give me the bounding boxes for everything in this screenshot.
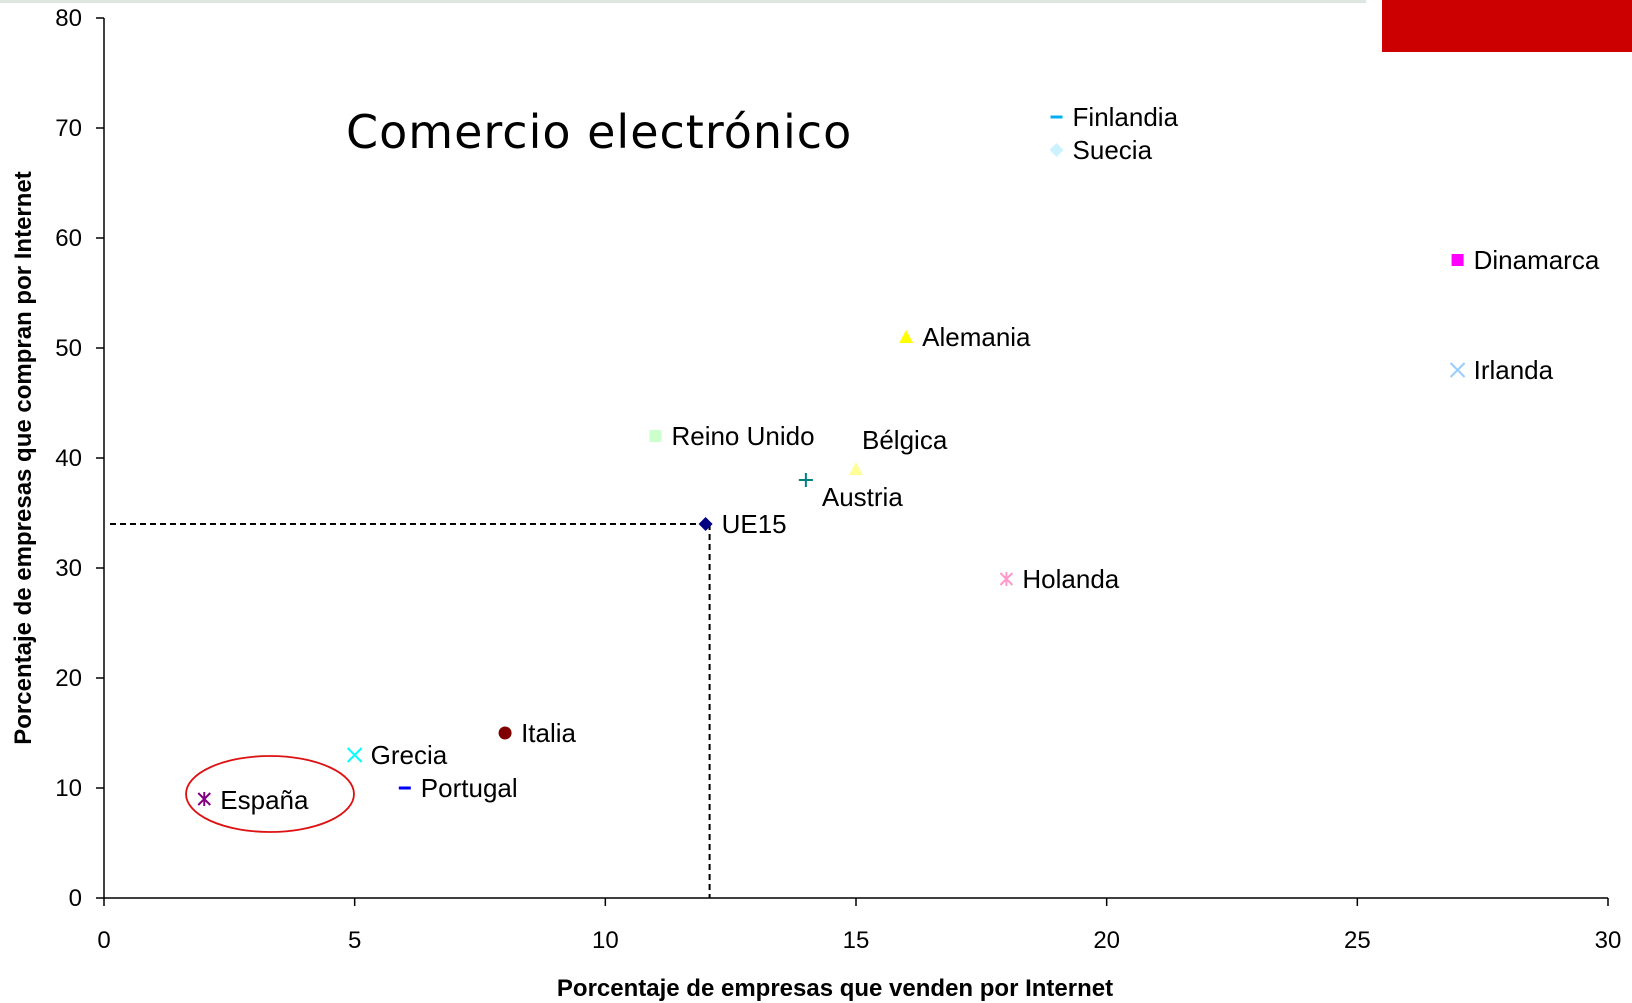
finlandia-label: Finlandia (1073, 102, 1179, 132)
corner-block (1382, 0, 1632, 52)
portugal-label: Portugal (421, 773, 518, 803)
x-tick-label: 15 (843, 927, 870, 954)
austria-marker (798, 473, 813, 487)
y-tick-label: 80 (55, 5, 82, 32)
chart-title: Comercio electrónico (346, 105, 852, 159)
y-tick-label: 0 (69, 885, 82, 912)
espana-label: España (220, 785, 309, 815)
y-tick-label: 60 (55, 225, 82, 252)
alemania-marker (899, 330, 914, 343)
irlanda-marker (1449, 362, 1466, 378)
y-tick-label: 50 (55, 335, 82, 362)
x-tick-label: 10 (592, 927, 619, 954)
alemania-label: Alemania (922, 322, 1031, 352)
x-tick-label: 20 (1093, 927, 1120, 954)
y-tick-label: 40 (55, 445, 82, 472)
y-tick-label: 30 (55, 555, 82, 582)
ue15-label: UE15 (722, 509, 787, 539)
belgica-marker (849, 462, 863, 475)
dinamarca-marker (1451, 254, 1464, 266)
x-tick-label: 25 (1344, 927, 1371, 954)
ue15-marker (698, 517, 713, 531)
x-tick-label: 5 (348, 927, 361, 954)
x-tick-label: 0 (97, 927, 110, 954)
suecia-marker (1049, 143, 1064, 157)
reino-unido-label: Reino Unido (671, 421, 814, 451)
y-axis-title: Porcentaje de empresas que compran por I… (10, 171, 37, 745)
holanda-marker (999, 572, 1014, 586)
irlanda-label: Irlanda (1474, 355, 1554, 385)
austria-label: Austria (822, 482, 903, 512)
x-ticks: 0 5 10 15 20 25 30 (97, 898, 1621, 954)
suecia-label: Suecia (1073, 135, 1153, 165)
espana-highlight-ellipse (185, 755, 355, 833)
grecia-label: Grecia (371, 740, 448, 770)
axes (103, 18, 1608, 899)
x-axis-title: Porcentaje de empresas que venden por In… (557, 975, 1113, 1002)
reference-lines (110, 523, 711, 898)
y-tick-label: 10 (55, 775, 82, 802)
italia-label: Italia (521, 718, 576, 748)
reino-unido-marker (649, 430, 662, 442)
dinamarca-label: Dinamarca (1474, 245, 1600, 275)
y-ticks: 0 10 20 30 40 50 60 70 80 (55, 5, 104, 912)
italia-marker (498, 726, 512, 740)
top-rule (0, 0, 1366, 3)
espana-marker (197, 792, 211, 806)
data-points (197, 115, 1466, 806)
holanda-label: Holanda (1022, 564, 1119, 594)
y-tick-label: 70 (55, 115, 82, 142)
belgica-label: Bélgica (862, 425, 948, 455)
grecia-marker (346, 747, 363, 763)
x-tick-label: 30 (1595, 927, 1622, 954)
y-tick-label: 20 (55, 665, 82, 692)
